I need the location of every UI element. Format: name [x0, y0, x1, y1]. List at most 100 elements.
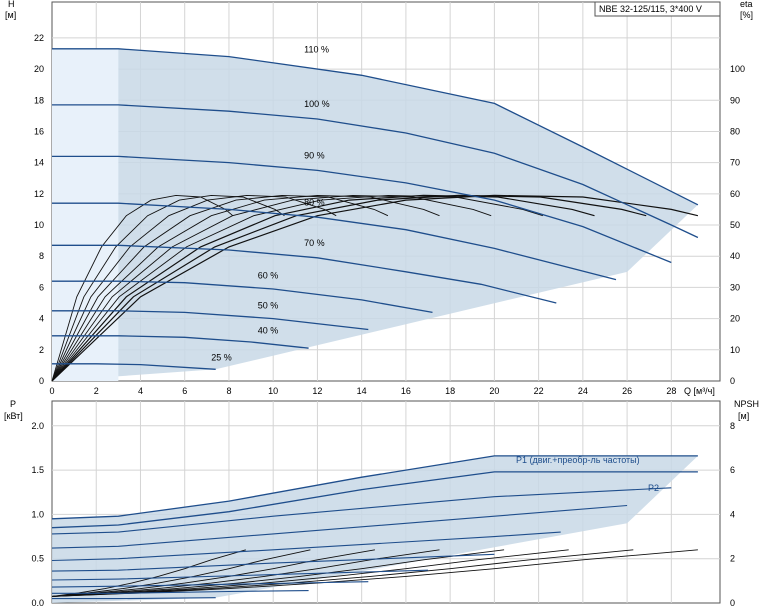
npsh-axis-unit: [м]: [738, 411, 749, 421]
y-tick-label: 22: [34, 33, 44, 43]
x-tick-label: 14: [357, 386, 367, 396]
eta-tick-label: 90: [730, 95, 740, 105]
y-tick-label: 6: [39, 282, 44, 292]
operating-area-fill: [52, 48, 698, 382]
power-curve: [51, 531, 561, 562]
npsh-tick-label: 4: [730, 509, 735, 519]
eta-tick-label: 10: [730, 345, 740, 355]
p2-annotation: P2: [648, 483, 659, 493]
npsh-curve: [51, 549, 440, 597]
x-tick-label: 12: [312, 386, 322, 396]
x-tick-label: 6: [182, 386, 187, 396]
eta-axis-unit: [%]: [740, 10, 753, 20]
speed-curve-label: 50 %: [258, 300, 279, 310]
speed-curve: [52, 280, 433, 314]
eta-tick-label: 20: [730, 314, 740, 324]
power-tick-label: 0.5: [31, 554, 44, 564]
efficiency-curve: [51, 194, 595, 382]
x-tick-label: 0: [49, 386, 54, 396]
power-tick-label: 2.0: [31, 421, 44, 431]
npsh-curve: [51, 549, 311, 597]
operating-area: [52, 48, 698, 382]
x-tick-label: 18: [445, 386, 455, 396]
head-axis-unit: [м]: [5, 10, 16, 20]
y-tick-label: 14: [34, 158, 44, 168]
x-tick-label: 8: [226, 386, 231, 396]
speed-curve: [52, 244, 557, 304]
power-curve: [51, 581, 369, 588]
power-curve: [51, 487, 672, 535]
npsh-curve: [51, 549, 246, 597]
efficiency-curve: [51, 194, 492, 382]
power-plot-frame: [51, 400, 721, 604]
power-tick-label: 0.0: [31, 598, 44, 608]
power-curve: [51, 471, 698, 529]
y-tick-label: 18: [34, 95, 44, 105]
y-tick-label: 20: [34, 64, 44, 74]
head-efficiency-panel: 110 % 100 % 90 % 80 % 70 % 60 % 50 % 40 % 25 % 0…: [5, 0, 753, 396]
power-curve: [52, 590, 309, 594]
x-tick-label: 16: [401, 386, 411, 396]
power-tick-label: 1.5: [31, 465, 44, 475]
power-axis-label: P: [10, 399, 16, 409]
y-tick-label: 2: [39, 345, 44, 355]
speed-curve-label: 80 %: [304, 197, 325, 207]
efficiency-curve: [51, 194, 544, 382]
power-curve: [51, 504, 628, 549]
efficiency-curve: [51, 194, 647, 382]
power-curve: [52, 597, 216, 600]
speed-curve: [52, 155, 672, 264]
flow-axis-label: Q [м³/ч]: [684, 386, 715, 396]
speed-curve: [52, 48, 699, 206]
speed-curve-label: 60 %: [258, 271, 279, 281]
chart-title-box: [594, 1, 721, 17]
x-tick-label: 26: [622, 386, 632, 396]
eta-tick-label: 80: [730, 126, 740, 136]
y-tick-label: 8: [39, 251, 44, 261]
efficiency-curve: [51, 194, 389, 382]
p1-annotation: P1 (двиг.+преобр-ль частоты): [516, 455, 640, 465]
speed-curve-label: 25 %: [211, 353, 232, 363]
speed-curve: [52, 363, 216, 370]
npsh-tick-label: 0: [730, 598, 735, 608]
npsh-axis-label: NPSH: [734, 399, 759, 409]
npsh-tick-label: 6: [730, 465, 735, 475]
y-tick-label: 4: [39, 314, 44, 324]
eta-tick-label: 50: [730, 220, 740, 230]
x-tick-label: 22: [534, 386, 544, 396]
power-tick-labels: 0.0 0.5 1.0 1.5 2.0 0 2 4 6 8: [31, 421, 735, 608]
speed-curve: [52, 310, 369, 331]
power-curves: [51, 455, 698, 600]
power-npsh-panel: 0.0 0.5 1.0 1.5 2.0 0 2 4 6 8 P [кВт] NPSH [м] P1…: [4, 399, 759, 608]
y-tick-label: 16: [34, 126, 44, 136]
speed-curve-label: 100 %: [304, 99, 330, 109]
chart-title: NBE 32-125/115, 3*400 V: [599, 4, 702, 14]
power-tick-label: 1.0: [31, 509, 44, 519]
speed-curve-label: 70 %: [304, 238, 325, 248]
eta-tick-label: 70: [730, 158, 740, 168]
efficiency-curve: [51, 194, 234, 382]
eta-tick-label: 100: [730, 64, 745, 74]
npsh-curve: [51, 549, 569, 597]
eta-tick-label: 60: [730, 189, 740, 199]
y-tick-label: 10: [34, 220, 44, 230]
efficiency-curves: [51, 194, 699, 382]
x-tick-label: 10: [268, 386, 278, 396]
speed-curve-label: 40 %: [258, 325, 279, 335]
speed-curve-label: 90 %: [304, 151, 325, 161]
eta-tick-label: 0: [730, 376, 735, 386]
npsh-curve: [51, 549, 634, 597]
npsh-tick-label: 2: [730, 554, 735, 564]
x-tick-label: 24: [578, 386, 588, 396]
speed-curve: [52, 202, 617, 281]
efficiency-curve: [51, 194, 699, 382]
y-tick-label: 12: [34, 189, 44, 199]
npsh-tick-label: 8: [730, 421, 735, 431]
power-curve: [51, 569, 429, 581]
power-curve: [51, 455, 698, 520]
efficiency-curve: [51, 194, 285, 382]
speed-curve: [52, 335, 309, 349]
power-axis-unit: [кВт]: [4, 411, 23, 421]
x-tick-label: 4: [138, 386, 143, 396]
